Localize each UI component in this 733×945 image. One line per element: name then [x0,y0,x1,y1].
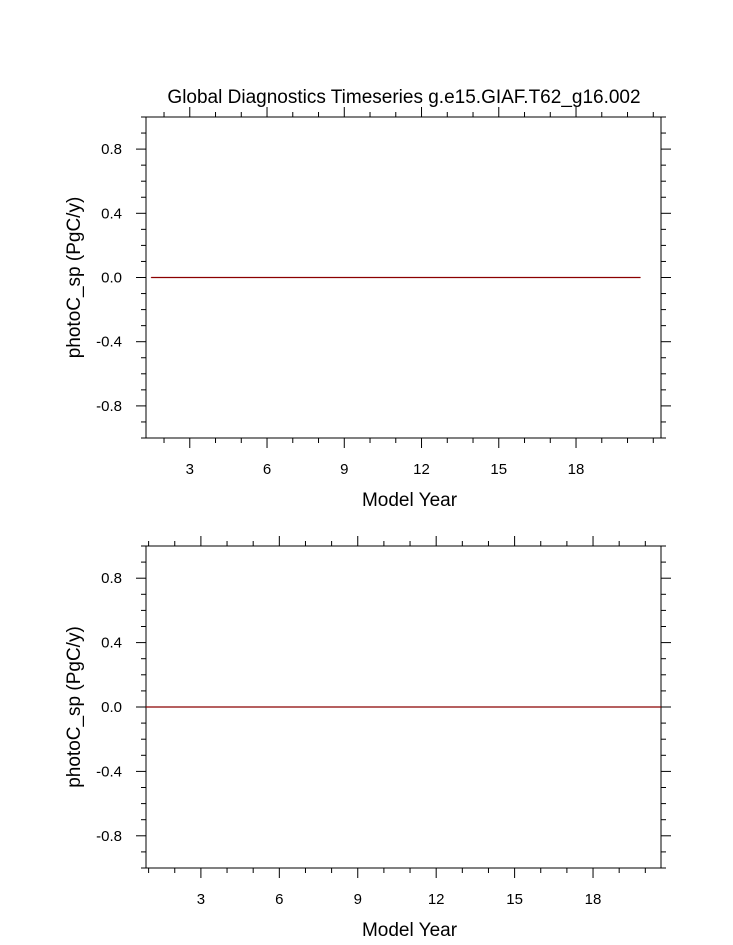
x-tick-label: 3 [197,891,205,908]
data-point [150,277,152,278]
data-point [266,277,268,278]
data-point [189,277,191,278]
y-tick-label: 0.4 [101,635,122,652]
x-tick-label: 3 [186,461,194,478]
data-point [343,277,345,278]
x-tick-label: 18 [568,461,585,478]
x-tick-label: 6 [263,461,271,478]
chart-panel-bottom: 0.8 0.4 0.0 -0.4 -0.8 3 6 9 12 15 18 Model Year phot… [64,536,671,941]
x-tick-label: 12 [428,891,445,908]
chart-panel-top: 0.8 0.4 0.0 -0.4 -0.8 3 6 9 12 15 18 Model Year phot… [64,87,671,511]
y-tick-label: 0.0 [101,699,122,716]
y-tick-label: 0.4 [101,205,122,222]
x-tick-label: 18 [585,891,602,908]
x-tick-label: 9 [354,891,362,908]
data-point [435,706,437,708]
x-tick-label: 12 [413,461,430,478]
y-tick-label: -0.4 [96,763,122,780]
data-point [660,706,662,708]
data-point [514,706,516,708]
data-point [498,277,500,278]
y-axis-label: photoC_sp (PgC/y) [64,626,85,788]
x-tick-label: 6 [275,891,283,908]
data-point [145,706,147,708]
x-axis-label: Model Year [362,920,458,941]
x-axis-label: Model Year [362,490,458,511]
y-tick-label: 0.0 [101,270,122,287]
y-tick-label: 0.8 [101,141,122,158]
chart-title: Global Diagnostics Timeseries g.e15.GIAF… [167,87,640,108]
data-point [575,277,577,278]
x-tick-label: 15 [506,891,523,908]
y-tick-label: -0.8 [96,828,122,845]
data-point [640,277,641,278]
y-tick-label: -0.8 [96,398,122,415]
y-tick-label: -0.4 [96,334,122,351]
x-tick-label: 9 [340,461,348,478]
x-tick-label: 15 [490,461,507,478]
data-point [592,706,594,708]
data-point [421,277,422,278]
data-point [357,706,359,708]
y-tick-label: 0.8 [101,570,122,587]
data-point [278,706,280,708]
data-point [200,706,202,708]
y-axis-label: photoC_sp (PgC/y) [64,197,85,359]
